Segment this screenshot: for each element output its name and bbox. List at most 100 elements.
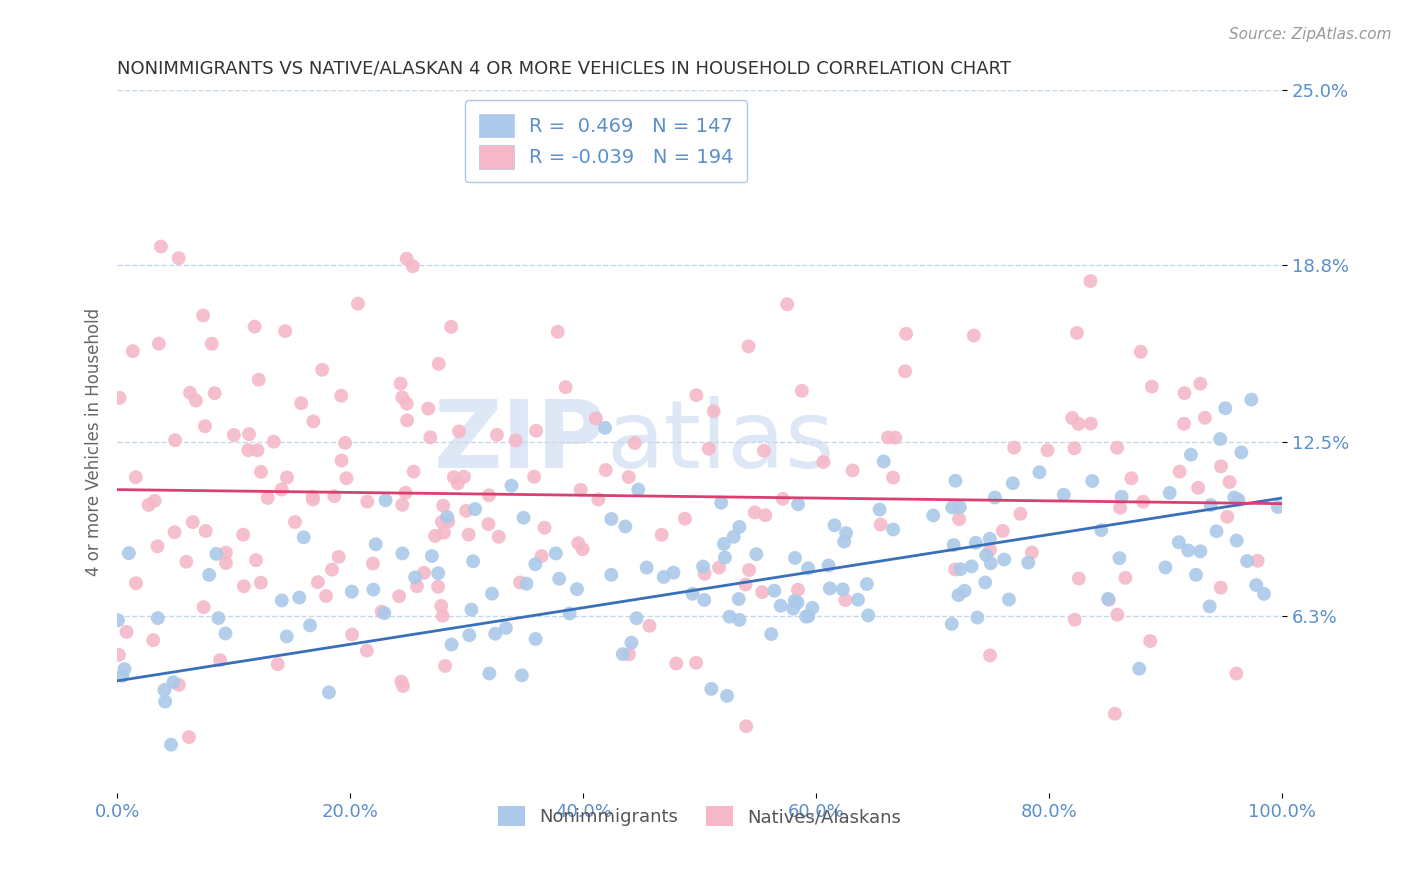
Point (685, 388, 707, 402)
Text: ZIP: ZIP (433, 396, 606, 488)
Point (1225, 666, 1247, 681)
Point (980, 556, 1002, 570)
Point (302, 414, 325, 428)
Point (1066, 326, 1088, 340)
Point (510, 668, 533, 682)
Point (600, 512, 623, 526)
Point (1253, 587, 1275, 601)
Point (495, 621, 517, 635)
Point (1187, 481, 1209, 495)
Point (194, 524, 217, 538)
Point (1223, 491, 1246, 505)
Point (512, 510, 534, 524)
Point (430, 515, 453, 529)
Point (395, 252, 418, 266)
Point (626, 611, 648, 625)
Point (418, 401, 440, 416)
Point (945, 474, 967, 488)
Point (942, 538, 965, 552)
Point (652, 570, 675, 584)
Point (963, 328, 986, 343)
Point (274, 324, 297, 338)
Point (440, 638, 463, 652)
Point (1114, 571, 1136, 585)
Point (588, 492, 610, 507)
Point (478, 666, 501, 681)
Point (148, 336, 170, 351)
Point (179, 385, 201, 400)
Point (1090, 523, 1112, 537)
Point (707, 560, 730, 574)
Point (263, 434, 285, 449)
Point (979, 532, 1001, 546)
Point (165, 433, 187, 447)
Point (1109, 500, 1132, 515)
Point (665, 657, 688, 671)
Point (1177, 543, 1199, 558)
Point (160, 738, 183, 752)
Point (356, 494, 378, 508)
Point (524, 632, 547, 646)
Point (943, 562, 966, 576)
Point (693, 593, 716, 607)
Point (1081, 474, 1104, 488)
Point (458, 628, 481, 642)
Point (485, 428, 508, 442)
Point (457, 527, 479, 541)
Point (302, 492, 325, 507)
Point (941, 616, 963, 631)
Point (1240, 392, 1263, 407)
Legend: Nonimmigrants, Natives/Alaskans: Nonimmigrants, Natives/Alaskans (491, 799, 908, 833)
Point (1063, 442, 1085, 456)
Point (1189, 544, 1212, 558)
Point (427, 357, 450, 371)
Point (391, 498, 413, 512)
Point (484, 626, 506, 640)
Point (1246, 578, 1268, 592)
Point (835, 526, 858, 541)
Point (1002, 441, 1025, 455)
Point (841, 463, 863, 477)
Point (718, 609, 741, 624)
Point (548, 572, 571, 586)
Point (832, 534, 855, 549)
Point (882, 523, 904, 537)
Point (501, 478, 523, 492)
Point (571, 542, 593, 557)
Point (787, 497, 810, 511)
Point (389, 376, 412, 391)
Point (524, 424, 547, 438)
Point (697, 442, 720, 456)
Point (1218, 475, 1240, 489)
Point (290, 396, 312, 410)
Point (783, 551, 806, 566)
Point (330, 453, 353, 467)
Point (301, 490, 323, 504)
Point (569, 483, 592, 497)
Point (754, 508, 776, 523)
Point (388, 589, 411, 603)
Point (299, 618, 322, 632)
Point (321, 563, 343, 577)
Point (436, 510, 458, 524)
Point (318, 685, 340, 699)
Point (215, 556, 238, 570)
Point (728, 613, 751, 627)
Point (797, 561, 820, 575)
Point (288, 591, 311, 605)
Point (108, 648, 131, 662)
Point (593, 421, 616, 435)
Point (340, 584, 363, 599)
Point (1107, 441, 1129, 455)
Point (856, 577, 879, 591)
Point (1098, 592, 1121, 607)
Point (1010, 507, 1032, 521)
Point (1236, 554, 1258, 568)
Point (456, 504, 478, 518)
Point (477, 517, 499, 532)
Point (394, 485, 416, 500)
Point (1168, 465, 1191, 479)
Point (1194, 410, 1216, 425)
Point (544, 546, 567, 560)
Point (153, 682, 176, 697)
